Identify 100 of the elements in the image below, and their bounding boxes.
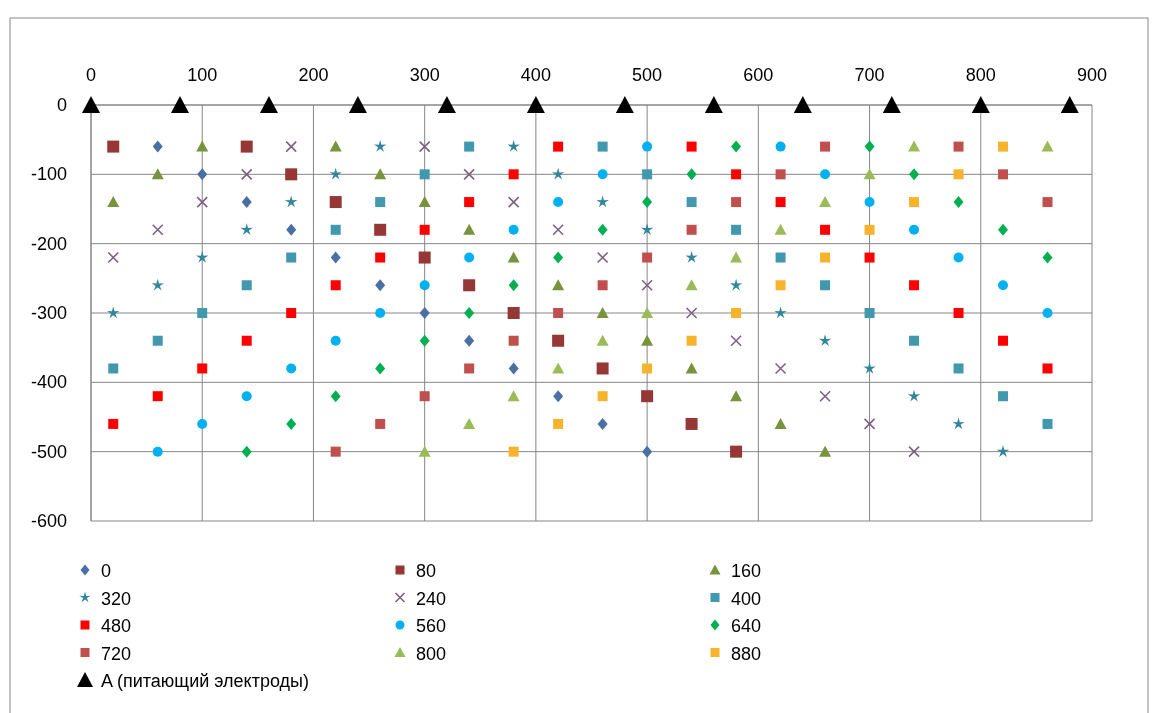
point xyxy=(729,278,743,291)
point xyxy=(882,96,901,113)
point xyxy=(597,417,608,430)
point xyxy=(419,307,430,319)
point xyxy=(170,96,189,113)
point xyxy=(553,390,564,403)
point xyxy=(642,196,653,209)
point xyxy=(597,223,608,236)
point xyxy=(953,141,964,152)
point xyxy=(419,280,430,291)
point xyxy=(329,140,342,152)
point xyxy=(418,196,431,208)
point xyxy=(731,140,742,153)
point xyxy=(463,168,475,181)
point xyxy=(552,279,565,291)
point xyxy=(685,362,698,374)
point xyxy=(375,197,386,208)
point xyxy=(909,280,920,291)
point xyxy=(464,334,475,347)
x-tick-label: 900 xyxy=(1076,65,1108,85)
point xyxy=(374,140,387,152)
point xyxy=(464,197,475,208)
point xyxy=(285,195,298,208)
point xyxy=(508,224,519,235)
point xyxy=(642,252,653,263)
point xyxy=(907,389,921,402)
legend-label: 0 xyxy=(101,561,112,581)
x-tick-label: 700 xyxy=(854,65,885,85)
x-tick-label: 800 xyxy=(965,65,996,85)
point xyxy=(730,390,743,402)
point xyxy=(419,334,430,347)
legend-label: 720 xyxy=(101,643,132,664)
point xyxy=(820,252,831,263)
point xyxy=(285,140,297,153)
point xyxy=(953,308,964,318)
point xyxy=(437,96,456,113)
point xyxy=(775,252,786,263)
point xyxy=(1042,197,1053,208)
point xyxy=(82,96,100,113)
x-tick-label: 300 xyxy=(409,65,440,85)
legend-label: 800 xyxy=(416,643,447,664)
point xyxy=(775,169,786,180)
legend-label: 160 xyxy=(731,561,762,581)
legend-label: 400 xyxy=(731,588,762,609)
point xyxy=(685,417,698,430)
point xyxy=(908,140,921,152)
point xyxy=(196,140,209,152)
point xyxy=(507,140,520,152)
point xyxy=(731,169,742,180)
point xyxy=(553,141,564,152)
point xyxy=(241,335,252,346)
point xyxy=(286,252,297,263)
point xyxy=(151,224,164,236)
point xyxy=(953,363,964,374)
point xyxy=(464,252,475,263)
point xyxy=(152,446,163,457)
point xyxy=(553,418,564,429)
point xyxy=(552,224,564,236)
point xyxy=(820,280,831,291)
point xyxy=(615,96,634,113)
point xyxy=(909,197,920,208)
point xyxy=(197,363,208,374)
point xyxy=(642,169,653,180)
point xyxy=(953,169,964,180)
point xyxy=(419,391,430,402)
point xyxy=(286,308,297,318)
legend-label: 640 xyxy=(731,616,762,636)
point xyxy=(596,334,609,346)
point xyxy=(820,224,831,235)
point xyxy=(196,196,209,208)
legend-label: 80 xyxy=(416,561,437,581)
y-tick-label: -400 xyxy=(30,372,67,393)
point xyxy=(863,418,876,430)
point xyxy=(419,169,430,180)
point xyxy=(286,363,297,374)
point xyxy=(952,417,965,430)
point xyxy=(597,169,608,180)
point xyxy=(418,140,431,153)
point xyxy=(196,251,209,263)
point xyxy=(731,197,742,208)
point xyxy=(775,141,786,152)
x-tick-label: 600 xyxy=(743,65,774,85)
point xyxy=(819,445,832,457)
point xyxy=(464,363,475,374)
legend-label: 480 xyxy=(101,616,132,636)
point xyxy=(553,197,564,208)
point xyxy=(259,96,278,113)
point xyxy=(774,362,787,375)
point xyxy=(641,279,653,292)
point xyxy=(526,96,545,113)
point xyxy=(818,334,832,346)
point xyxy=(152,391,163,402)
point xyxy=(552,334,565,347)
point xyxy=(241,196,252,209)
point xyxy=(686,141,697,152)
point xyxy=(730,445,743,458)
point xyxy=(508,335,519,346)
point xyxy=(730,251,743,263)
point xyxy=(775,280,786,291)
point xyxy=(864,308,875,318)
